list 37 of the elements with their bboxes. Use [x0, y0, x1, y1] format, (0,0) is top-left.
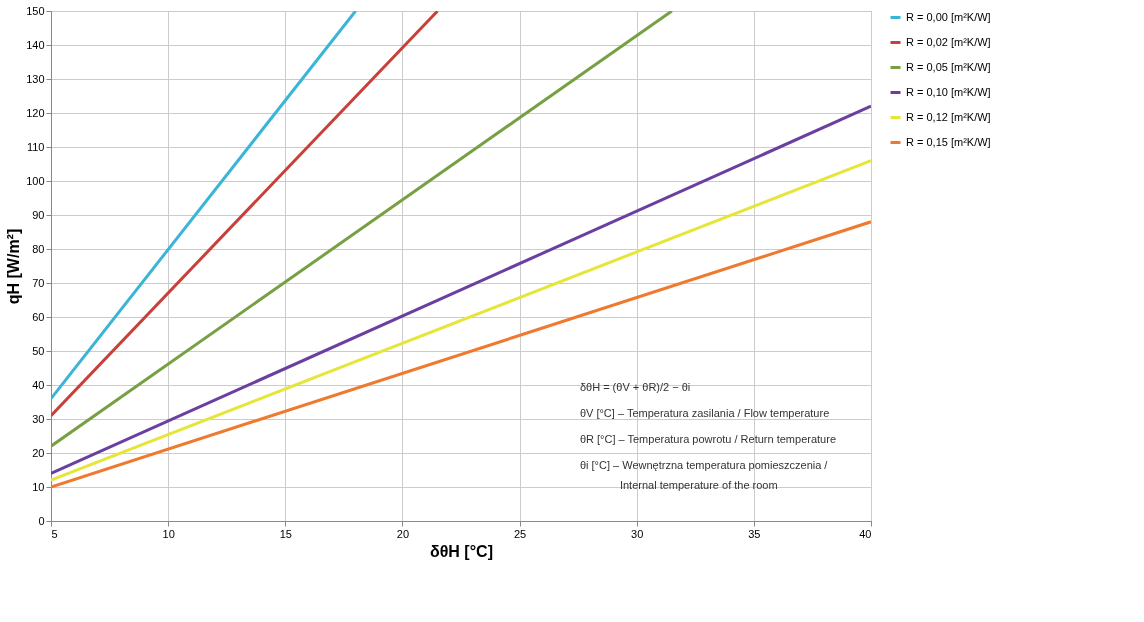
y-tick-label: 110 — [26, 140, 45, 153]
legend-label: R = 0,00 [m²K/W] — [906, 10, 991, 23]
y-tick-label: 80 — [32, 242, 45, 255]
legend-label: R = 0,05 [m²K/W] — [906, 60, 991, 73]
x-axis-title: δθH [°C] — [430, 542, 493, 560]
legend-label: R = 0,02 [m²K/W] — [906, 35, 991, 48]
y-tick-label: 50 — [32, 344, 45, 357]
legend-label: R = 0,10 [m²K/W] — [906, 85, 991, 98]
y-tick-label: 0 — [38, 514, 45, 527]
y-tick-label: 10 — [32, 480, 45, 493]
legend-label: R = 0,12 [m²K/W] — [906, 110, 991, 123]
y-tick-label: 150 — [26, 4, 45, 17]
annotation: δθH = (θV + θR)/2 − θi — [579, 381, 691, 394]
annotation: Internal temperature of the room — [619, 479, 778, 492]
x-tick-label: 20 — [396, 527, 410, 540]
y-tick-label: 130 — [26, 72, 45, 85]
x-tick-label: 35 — [748, 527, 761, 540]
x-tick-label: 40 — [859, 527, 872, 540]
x-tick-label: 5 — [51, 527, 58, 540]
annotation: θR [°C] – Temperatura powrotu / Return temperature — [579, 433, 836, 446]
x-tick-label: 25 — [513, 527, 527, 540]
x-tick-label: 15 — [279, 527, 292, 540]
y-tick-label: 70 — [32, 276, 45, 289]
y-tick-label: 120 — [26, 106, 45, 119]
y-axis-title: qH [W/m²] — [5, 228, 23, 305]
y-tick-label: 60 — [32, 310, 45, 323]
annotation: θV [°C] – Temperatura zasilania / Flow temperature — [579, 407, 830, 420]
annotation: θi [°C] – Wewnętrzna temperatura pomieszczenia / — [579, 459, 829, 472]
y-tick-label: 40 — [32, 378, 45, 391]
y-tick-label: 30 — [32, 412, 45, 425]
y-tick-label: 140 — [26, 38, 45, 51]
x-tick-label: 30 — [631, 527, 644, 540]
y-tick-label: 20 — [32, 446, 45, 459]
y-tick-label: 90 — [32, 208, 45, 221]
y-tick-label: 100 — [26, 174, 45, 187]
x-tick-label: 10 — [162, 527, 175, 540]
legend-label: R = 0,15 [m²K/W] — [906, 135, 991, 148]
